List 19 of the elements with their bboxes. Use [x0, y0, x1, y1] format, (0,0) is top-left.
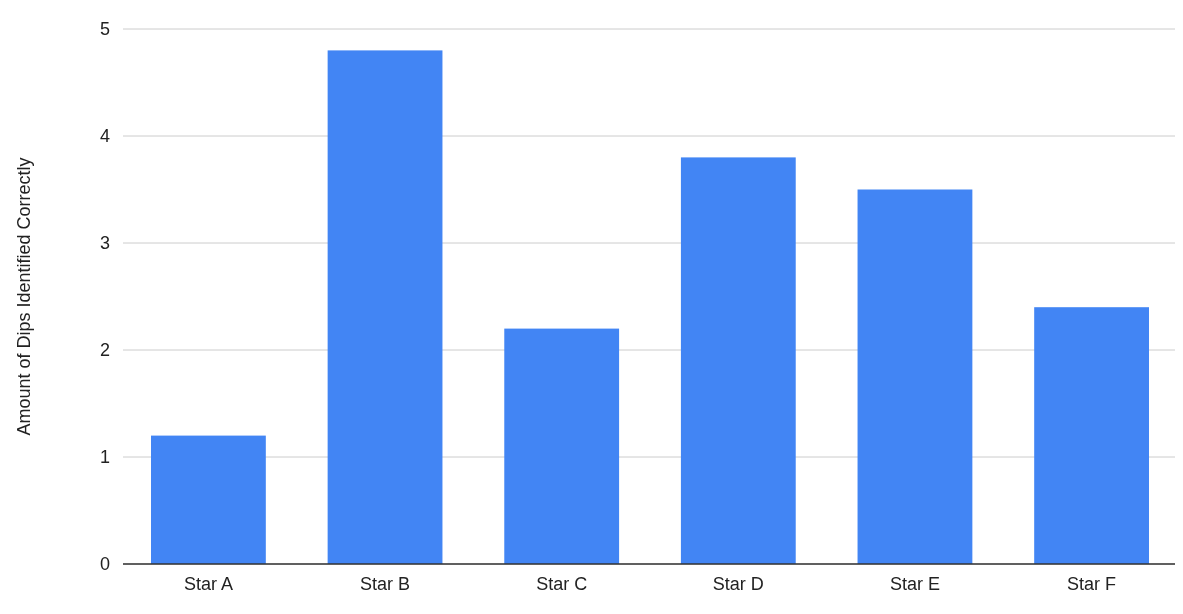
x-tick-label: Star D [712, 574, 764, 594]
y-tick-label: 2 [99, 340, 110, 361]
bar [504, 328, 620, 564]
bar [857, 189, 973, 564]
y-tick-label: 5 [99, 19, 110, 40]
y-tick-label: 0 [99, 554, 110, 575]
y-tick-label: 4 [99, 126, 110, 147]
y-tick-label: 3 [99, 233, 110, 254]
bar [680, 157, 796, 564]
y-axis-title: Amount of Dips Identified Correctly [14, 157, 35, 436]
x-tick-label: Star B [360, 574, 411, 594]
x-tick-label: Star C [536, 574, 588, 594]
y-tick-label: 1 [99, 447, 110, 468]
bar [327, 50, 443, 564]
x-tick-label: Star A [183, 574, 233, 594]
bar [1034, 307, 1149, 564]
bar [151, 435, 266, 564]
x-tick-label: Star F [1067, 574, 1117, 594]
x-tick-label: Star E [889, 574, 940, 594]
